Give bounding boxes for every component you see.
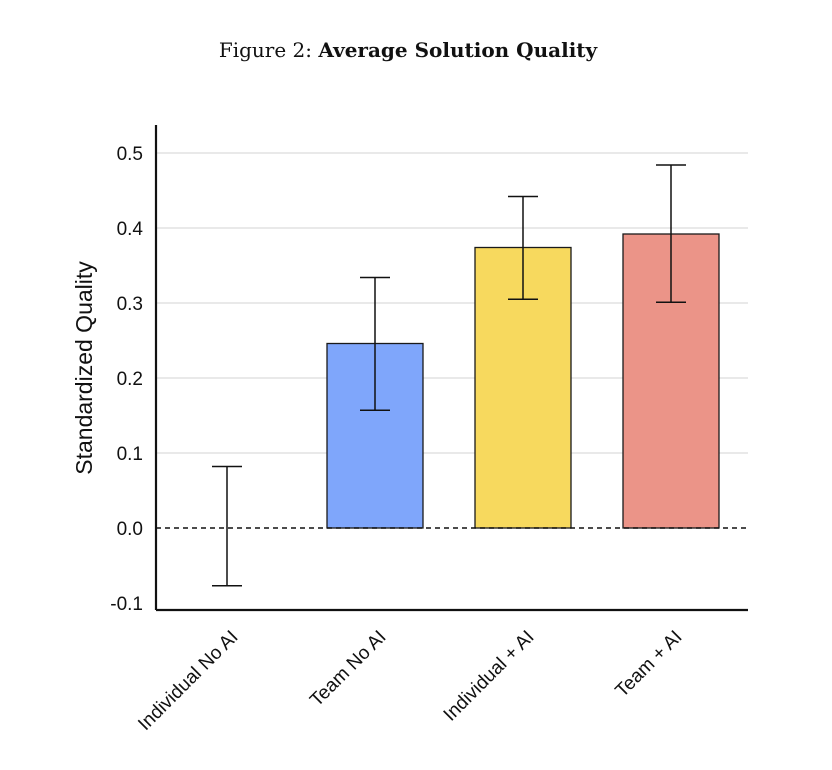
y-tick-label-3: 0.2: [117, 369, 143, 390]
y-tick-label-6: 0.5: [117, 144, 143, 165]
y-axis-label: Standardized Quality: [71, 261, 97, 475]
x-tick-label-3: Team + AI: [612, 627, 687, 702]
figure-prefix: Figure 2:: [218, 38, 312, 62]
y-tick-label-2: 0.1: [117, 444, 143, 465]
y-tick-label-5: 0.4: [117, 219, 144, 240]
figure-title: Figure 2: Average Solution Quality: [0, 38, 816, 62]
x-tick-label-2: Individual + AI: [440, 627, 539, 726]
y-tick-label-1: 0.0: [117, 519, 143, 540]
x-tick-label-0: Individual No AI: [134, 627, 242, 735]
x-tick-label-1: Team No AI: [306, 627, 390, 711]
figure-main-title: Average Solution Quality: [318, 38, 598, 62]
y-tick-label-4: 0.3: [117, 294, 143, 315]
y-tick-label-0: -0.1: [110, 594, 143, 615]
